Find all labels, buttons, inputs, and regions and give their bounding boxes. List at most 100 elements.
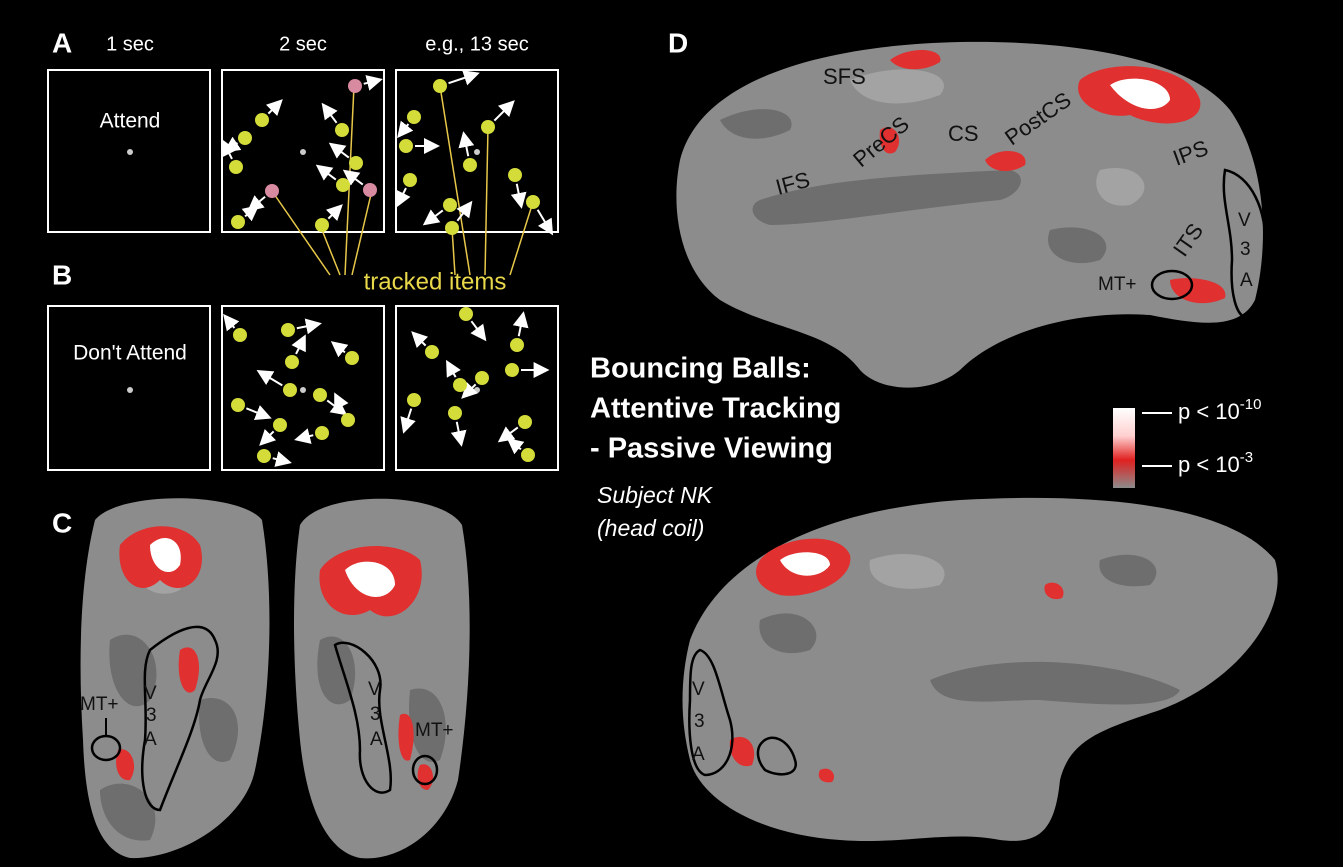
- arrow: [451, 227, 456, 276]
- brain-lateral-top: [676, 41, 1267, 388]
- arrow: [223, 136, 242, 153]
- ball: [453, 378, 467, 392]
- area-label: MT+: [80, 694, 119, 715]
- stimulus-dots: [127, 70, 554, 467]
- area-label: MT+: [1098, 274, 1137, 295]
- tracked-label: tracked items: [364, 268, 507, 295]
- panel-label: D: [668, 27, 688, 58]
- area-label: V: [368, 679, 381, 700]
- ball: [481, 120, 495, 134]
- ball: [443, 198, 457, 212]
- arrow: [536, 209, 554, 236]
- ball: [345, 351, 359, 365]
- panel-label: B: [52, 259, 72, 290]
- ball: [505, 363, 519, 377]
- ball: [233, 328, 247, 342]
- timing: 1 sec: [106, 33, 154, 55]
- arrow: [484, 126, 489, 276]
- arrow: [363, 75, 383, 91]
- panel-label: A: [52, 27, 72, 58]
- arrow: [448, 70, 480, 86]
- legend-text: p < 10: [1178, 452, 1240, 477]
- ball: [399, 139, 413, 153]
- arrow: [330, 341, 349, 358]
- title-line: - Passive Viewing: [590, 433, 833, 465]
- ball: [474, 387, 480, 393]
- arrow: [351, 189, 373, 276]
- ball: [349, 156, 363, 170]
- arrow: [294, 428, 314, 444]
- ball: [313, 388, 327, 402]
- colorbar: [1113, 408, 1172, 488]
- ball: [403, 173, 417, 187]
- arrow: [256, 369, 283, 387]
- title-line: Bouncing Balls:: [590, 353, 811, 385]
- cue: Don't Attend: [73, 342, 187, 365]
- ball: [315, 218, 329, 232]
- ball: [335, 123, 349, 137]
- arrow: [334, 392, 349, 413]
- ball: [336, 178, 350, 192]
- arrow: [510, 183, 527, 209]
- arrow: [247, 195, 266, 212]
- ball: [285, 355, 299, 369]
- area-label: 3: [694, 711, 705, 732]
- ball: [257, 449, 271, 463]
- area-label: A: [144, 729, 157, 750]
- arrow: [321, 102, 338, 124]
- sulcus-label: CS: [948, 121, 979, 146]
- legend-text: p < 10: [1178, 399, 1240, 424]
- ball: [300, 387, 306, 393]
- ball: [521, 448, 535, 462]
- ball: [407, 110, 421, 124]
- ball: [300, 149, 306, 155]
- ball: [255, 113, 269, 127]
- arrow: [439, 85, 471, 276]
- frames: [47, 69, 559, 471]
- ball: [127, 149, 133, 155]
- arrow: [456, 200, 473, 222]
- ball: [475, 371, 489, 385]
- timing: 2 sec: [279, 33, 327, 55]
- legend-exponent: -3: [1240, 449, 1253, 466]
- area-label: V: [1238, 210, 1251, 231]
- ball: [348, 79, 362, 93]
- arrow: [223, 313, 240, 332]
- arrow: [272, 451, 292, 467]
- arrow: [411, 331, 429, 349]
- arrow: [328, 142, 350, 159]
- arrow: [497, 426, 519, 443]
- arrow: [512, 311, 529, 337]
- arrow: [259, 428, 277, 446]
- arrow: [245, 405, 272, 420]
- area-label: MT+: [415, 720, 454, 741]
- ball: [273, 418, 287, 432]
- arrow: [509, 201, 534, 276]
- ball: [518, 415, 532, 429]
- arrow: [271, 190, 331, 276]
- arrow: [319, 224, 341, 276]
- arrow: [450, 421, 467, 447]
- ball: [526, 195, 540, 209]
- ball: [445, 221, 459, 235]
- ball: [433, 79, 447, 93]
- area-label: 3: [370, 704, 381, 725]
- arrow: [397, 120, 414, 139]
- ball: [459, 307, 473, 321]
- ball: [229, 160, 243, 174]
- arrow: [222, 139, 237, 160]
- subject: Subject NK: [597, 482, 714, 508]
- area-label: A: [692, 744, 705, 765]
- ball: [127, 387, 133, 393]
- arrow: [265, 99, 283, 117]
- area-label: A: [1240, 270, 1253, 291]
- legend-entry: p < 10-10: [1178, 396, 1261, 424]
- area-label: 3: [1240, 239, 1251, 260]
- ball: [448, 406, 462, 420]
- arrow: [422, 209, 444, 226]
- area-label: V: [692, 679, 705, 700]
- arrow: [396, 187, 411, 208]
- ball: [238, 131, 252, 145]
- arrow: [296, 318, 322, 335]
- cue: Attend: [100, 110, 161, 133]
